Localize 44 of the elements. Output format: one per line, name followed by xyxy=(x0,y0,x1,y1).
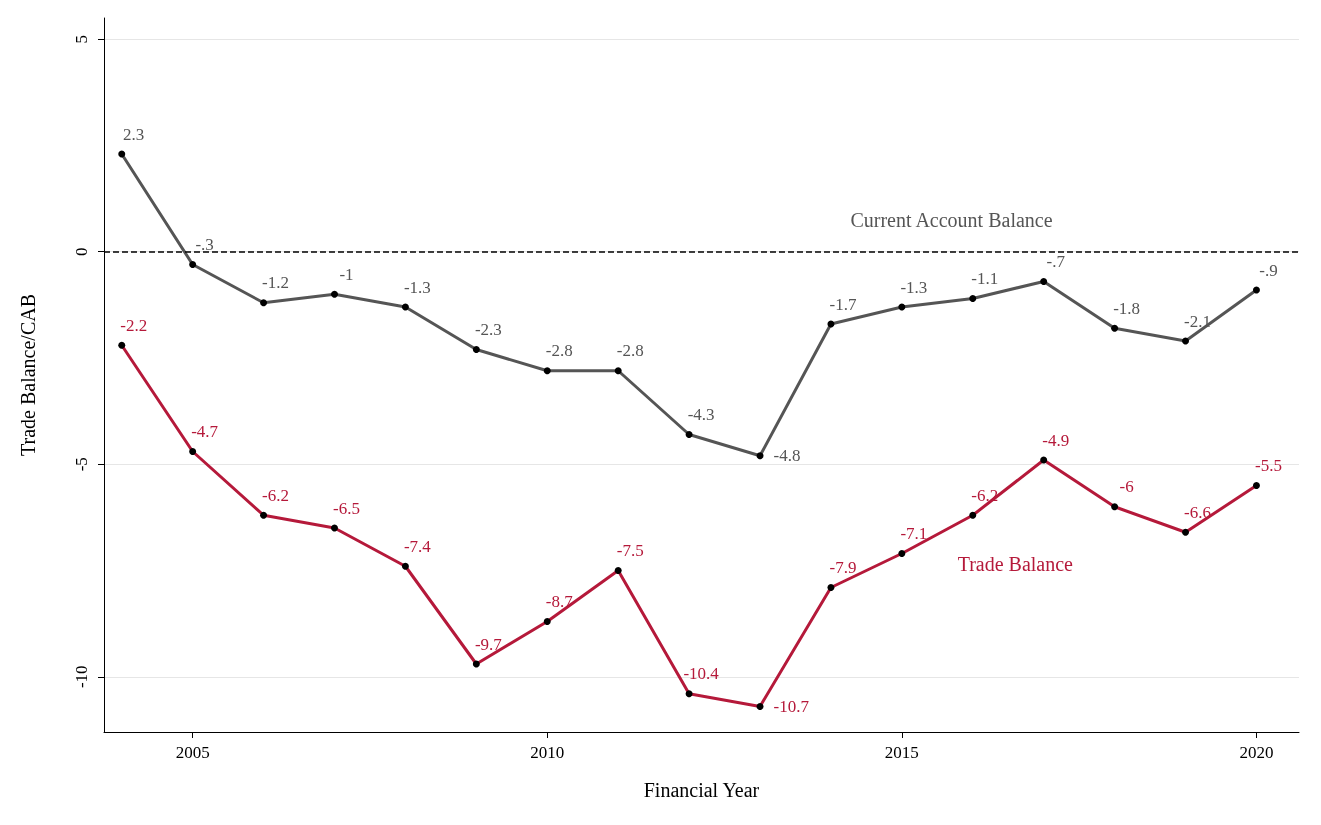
data-label: -2.8 xyxy=(616,341,644,361)
data-label: -1.8 xyxy=(1113,298,1141,318)
data-label: -5.5 xyxy=(1254,456,1282,475)
data-label: -1 xyxy=(339,264,354,284)
text: Current Account Balance xyxy=(850,208,1053,231)
data-label: -10.7 xyxy=(773,697,810,716)
data-label: -2.8 xyxy=(545,341,573,361)
data-label: -.3 xyxy=(195,235,214,254)
data-label: -6.2 xyxy=(262,485,290,505)
data-label: -6.5 xyxy=(333,498,360,518)
data-label: -4.7 xyxy=(191,422,219,441)
data-label: -4.3 xyxy=(687,405,715,424)
data-label: -1.7 xyxy=(829,294,857,314)
y-tick-label: 0 xyxy=(72,247,91,256)
data-label: -1.3 xyxy=(403,277,431,297)
data-label: -2.2 xyxy=(120,315,148,335)
data-label: -7.1 xyxy=(900,524,928,543)
data-label: -9.7 xyxy=(474,634,503,654)
data-label: -1.1 xyxy=(971,269,999,288)
x-tick-label: 2020 xyxy=(1239,743,1274,762)
data-label: -1.3 xyxy=(900,277,928,297)
data-label: -2.3 xyxy=(474,320,502,339)
data-label: -6 xyxy=(1119,477,1134,497)
data-label: -7.5 xyxy=(616,541,644,560)
x-tick-label: 2015 xyxy=(884,743,919,762)
data-label: -6.2 xyxy=(971,485,999,505)
y-tick-label: 5 xyxy=(72,35,91,44)
data-label: -7.4 xyxy=(403,536,432,556)
data-label: -.9 xyxy=(1259,260,1278,280)
x-tick-label: 2010 xyxy=(530,743,565,762)
series-label: Trade Balance xyxy=(957,553,1074,576)
data-label: -.7 xyxy=(1046,252,1066,271)
x-tick-label: 2005 xyxy=(175,743,210,762)
data-label: -4.9 xyxy=(1042,430,1070,450)
data-label: 2.3 xyxy=(123,124,145,144)
y-axis-title: Trade Balance/CAB xyxy=(17,293,39,457)
y-tick-label: -5 xyxy=(72,457,91,472)
data-label: -8.7 xyxy=(545,592,574,611)
data-label: -10.4 xyxy=(683,664,720,684)
data-label: -4.8 xyxy=(773,446,801,466)
y-tick-label: -10 xyxy=(72,665,91,689)
x-axis-title: Financial Year xyxy=(643,779,760,801)
data-label: -7.9 xyxy=(829,558,857,577)
data-label: -1.2 xyxy=(262,273,290,293)
